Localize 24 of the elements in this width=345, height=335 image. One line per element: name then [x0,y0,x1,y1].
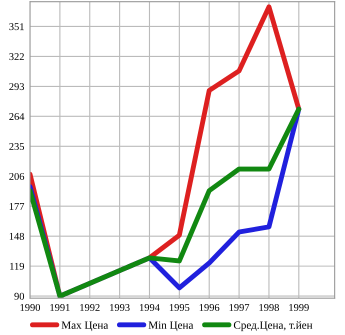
y-tick-label: 90 [14,292,24,300]
legend-label: Max Цена [62,321,108,332]
y-tick-label: 351 [9,23,24,30]
x-tick-label: 1992 [80,304,100,312]
x-tick-label: 1993 [110,304,130,312]
x-tick-label: 1990 [20,304,40,312]
x-tick-label: 1999 [289,304,309,312]
y-tick-label: 119 [10,262,24,270]
y-tick-label: 235 [9,143,24,150]
y-tick-label: 322 [9,53,24,60]
x-tick-label: 1994 [140,304,160,312]
legend-label: Min Цена [148,321,194,332]
x-tick-label: 1995 [170,304,190,312]
y-tick-label: 293 [9,83,24,90]
y-tick-label: 148 [10,232,24,240]
legend-label: Сред.Цена, т.йен [234,321,312,332]
x-tick-label: 1991 [50,304,70,312]
y-tick-label: 177 [10,202,24,210]
y-tick-label: 206 [9,172,24,180]
line-series [30,106,302,298]
y-tick-label: 264 [9,113,24,120]
x-tick-label: 1998 [259,304,279,312]
x-tick-label: 1997 [230,304,250,312]
x-tick-label: 1996 [200,304,220,312]
